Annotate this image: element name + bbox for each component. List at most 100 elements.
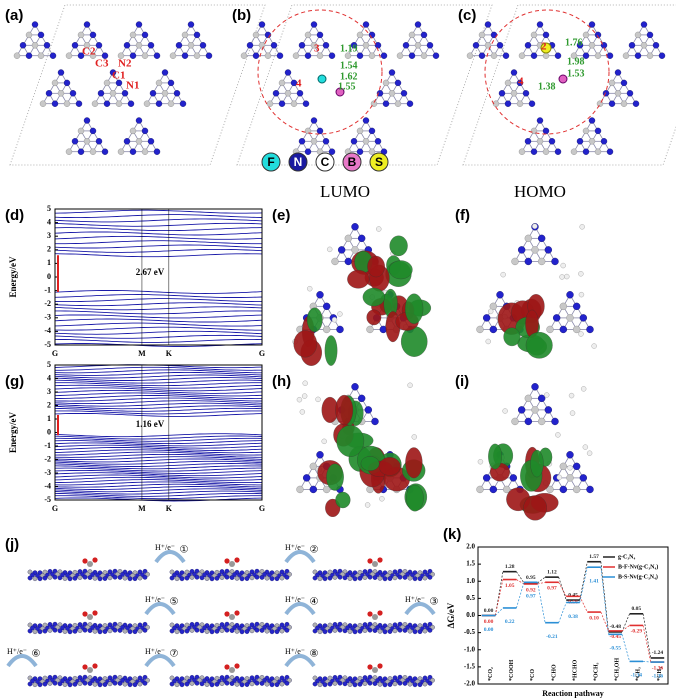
atom [32,576,38,582]
atom [244,576,250,581]
atom [588,42,596,49]
atom [368,148,376,155]
atom [214,628,220,634]
atom [169,575,175,581]
atom [135,138,143,145]
band-line [54,248,263,253]
atom [30,678,35,684]
atom [174,629,180,635]
atom [244,682,250,687]
atom [57,575,63,581]
bond-length: 1.38 [538,81,556,92]
atom [254,627,260,633]
orbital-lobe [336,425,365,457]
band-line [55,240,262,245]
slab [27,557,150,582]
atom [90,678,95,683]
atom [237,625,242,631]
connector [537,576,546,584]
atom [566,314,574,322]
atom [92,575,98,581]
hydrogen [487,308,494,315]
atom [606,52,614,59]
atom [177,626,182,632]
band-line [54,218,263,223]
band-line [54,314,263,319]
band-line [54,402,263,407]
atom [614,90,622,97]
step-arrow [404,602,436,616]
atom [69,90,77,97]
atom [141,127,149,135]
atom [322,42,330,49]
atom [194,627,200,633]
atom [51,100,59,107]
hydrogen [296,396,303,403]
atom [189,628,195,633]
atom [246,42,254,49]
atom [596,100,604,107]
atom [199,628,205,634]
connector [600,561,609,632]
y-tick-label: -0.5 [464,628,476,636]
atom [357,234,366,243]
band-line [54,456,263,461]
atom [290,100,298,107]
atom [504,79,512,87]
band-line [54,476,263,481]
atom [542,148,550,155]
value-label: -0.45 [609,634,621,640]
reagent-label: H⁺/e⁻ [155,543,175,552]
atom [42,622,48,628]
band-line [54,209,263,214]
atom [179,576,185,582]
atom [219,622,225,627]
atom [244,623,250,628]
atom [320,679,325,685]
atom [317,576,323,582]
atom [239,629,245,635]
atom [55,571,60,577]
atom [77,622,83,627]
atom [620,79,628,87]
atom [510,90,518,97]
adsorbate [229,561,235,567]
step-number: ⑧ [310,648,319,659]
band-line [55,395,262,399]
atom [332,675,338,680]
atom [120,572,125,577]
atom [194,680,200,686]
atom [77,127,85,135]
atom [194,621,200,627]
atom [402,575,408,580]
atom [102,676,108,681]
atom [594,127,602,135]
atom [375,625,380,630]
atom [85,571,90,577]
atom [90,625,95,630]
atom [510,69,518,76]
band-line [55,495,262,500]
band-line [54,440,263,445]
atom [594,52,602,59]
atom [427,621,433,627]
atom [232,678,237,683]
atom [193,52,201,59]
atom [362,628,368,633]
atom [296,90,304,97]
atom [304,127,312,135]
atom [107,675,113,681]
atom [145,571,150,577]
adsorbate [82,611,88,617]
atom [199,575,205,581]
atom [368,127,376,135]
atom [37,52,45,59]
atom [77,628,83,633]
atom [352,629,358,635]
hydrogen [379,496,385,502]
y-tick-label: -1.0 [464,645,476,653]
adsorbate [377,557,383,563]
band-line [54,231,263,236]
atom [167,100,175,107]
atom [362,675,368,680]
